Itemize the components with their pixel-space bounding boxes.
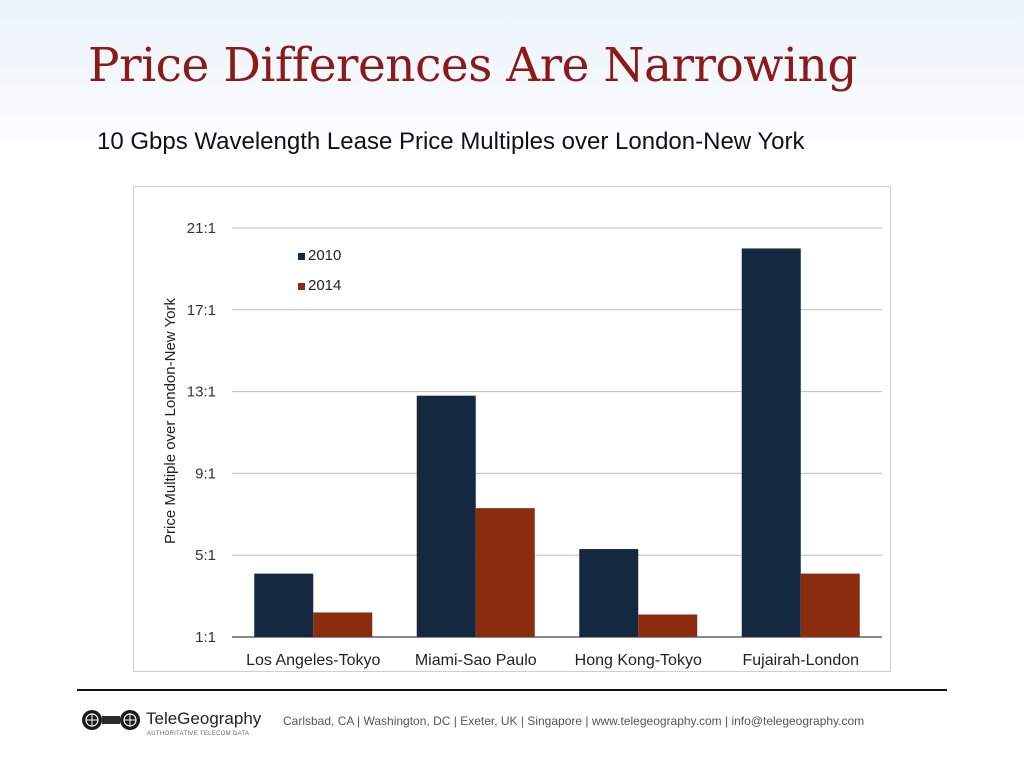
y-tick-label: 9:1 xyxy=(195,465,216,482)
chart-frame: 1:1 5:1 9:1 13:1 17:1 21:1 Los Angeles-Tokyo M… xyxy=(133,186,891,672)
legend: 2010 2014 xyxy=(298,247,341,294)
logo-name: TeleGeography xyxy=(146,709,262,728)
y-tick-label: 13:1 xyxy=(187,384,216,401)
telegeography-logo: TeleGeography AUTHORITATIVE TELECOM DATA xyxy=(81,708,271,742)
x-category-label: Miami-Sao Paulo xyxy=(415,652,537,669)
bar-2010-3 xyxy=(741,248,801,637)
bar-2010-0 xyxy=(254,573,314,637)
legend-label: 2010 xyxy=(308,247,341,264)
telegeography-logo-icon xyxy=(82,710,140,730)
legend-label: 2014 xyxy=(308,277,341,294)
legend-swatch-2010 xyxy=(298,253,305,260)
footer-contact: Carlsbad, CA | Washington, DC | Exeter, … xyxy=(283,714,865,728)
bar-2010-2 xyxy=(579,549,639,637)
bar-chart: 1:1 5:1 9:1 13:1 17:1 21:1 Los Angeles-Tokyo M… xyxy=(162,220,882,669)
y-tick-label: 5:1 xyxy=(195,547,216,564)
bar-2014-3 xyxy=(800,573,860,637)
y-tick-labels: 1:1 5:1 9:1 13:1 17:1 21:1 xyxy=(187,220,216,646)
slide-subtitle: 10 Gbps Wavelength Lease Price Multiples… xyxy=(97,128,805,155)
x-category-label: Fujairah-London xyxy=(742,652,859,669)
logo-tagline: AUTHORITATIVE TELECOM DATA xyxy=(147,731,250,737)
x-category-label: Hong Kong-Tokyo xyxy=(575,652,702,669)
y-tick-label: 21:1 xyxy=(187,220,216,237)
slide-title: Price Differences Are Narrowing xyxy=(88,38,857,93)
x-category-label: Los Angeles-Tokyo xyxy=(246,652,380,669)
x-category-labels: Los Angeles-Tokyo Miami-Sao Paulo Hong Kon… xyxy=(246,652,859,669)
bar-2010-1 xyxy=(416,395,476,637)
bar-2014-1 xyxy=(475,508,535,637)
footer-divider xyxy=(77,689,947,691)
legend-swatch-2014 xyxy=(298,283,305,290)
y-tick-label: 1:1 xyxy=(195,629,216,646)
bar-2014-0 xyxy=(313,612,373,637)
bar-2014-2 xyxy=(638,614,698,637)
bars xyxy=(254,248,860,637)
y-axis-label: Price Multiple over London-New York xyxy=(162,298,179,544)
y-tick-label: 17:1 xyxy=(187,302,216,319)
